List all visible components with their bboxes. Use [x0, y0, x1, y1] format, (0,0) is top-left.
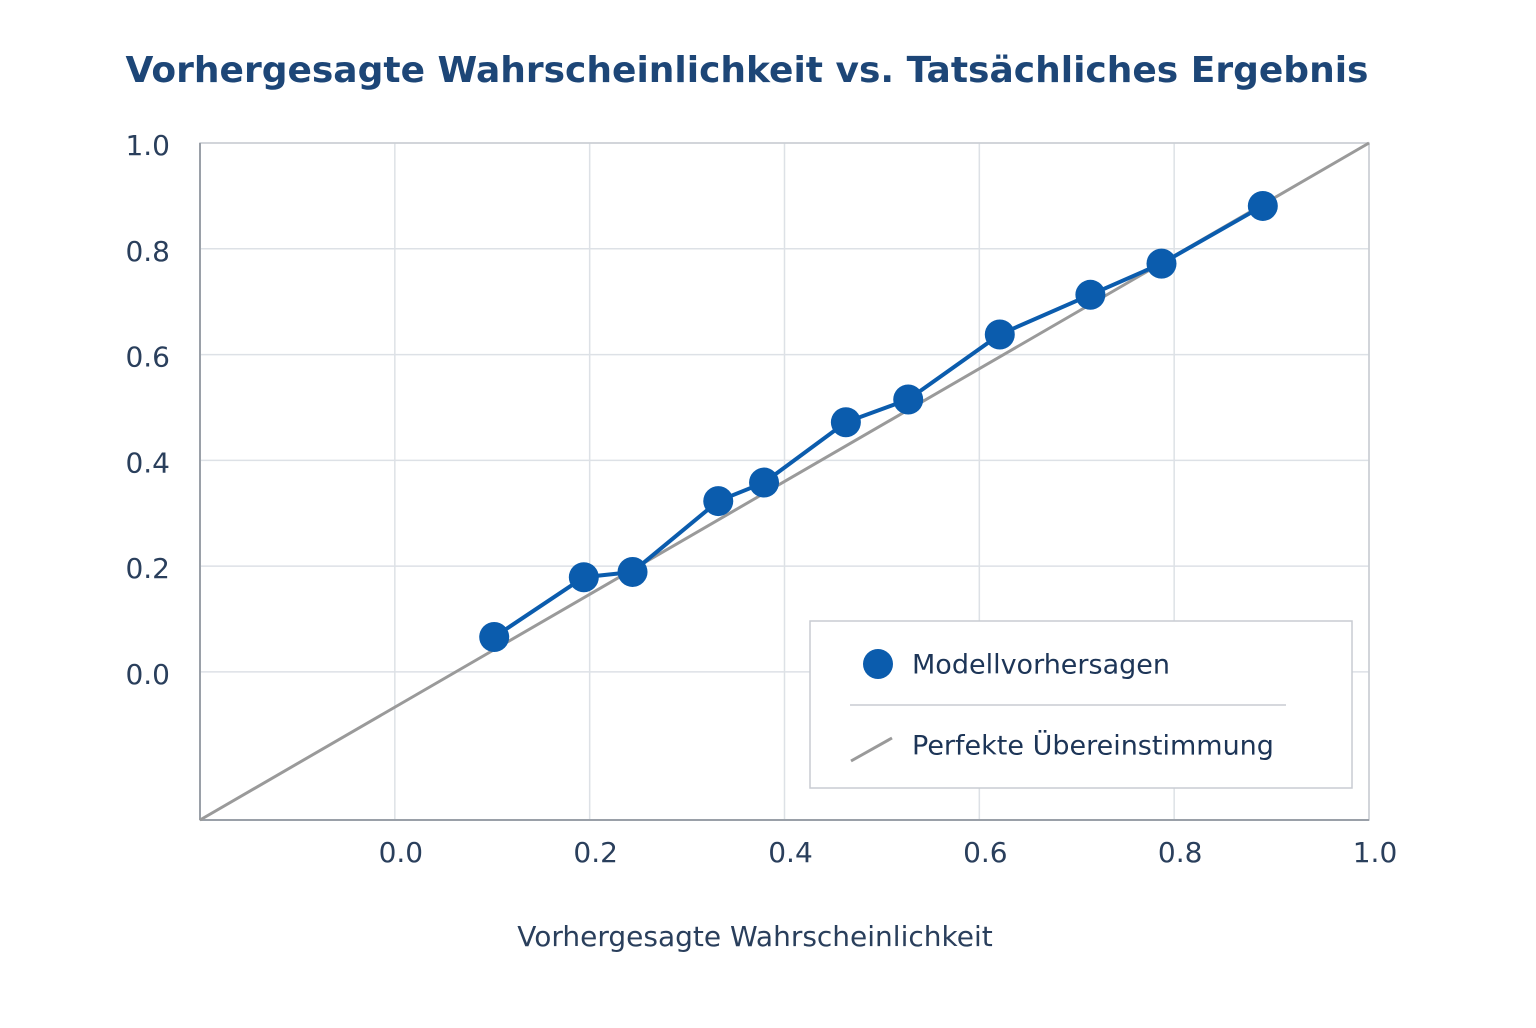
series-line — [493, 204, 1264, 639]
x-tick-label: 0.2 — [573, 836, 618, 869]
legend-label: Perfekte Übereinstimmung — [912, 730, 1274, 762]
x-tick-label: 1.0 — [1353, 836, 1398, 869]
point — [1075, 279, 1106, 310]
legend-line — [850, 736, 893, 763]
y-tick-label: 0.2 — [125, 552, 170, 585]
legend-marker — [863, 649, 893, 679]
x-tick-label: 0.0 — [379, 836, 424, 869]
point — [749, 467, 780, 498]
point — [893, 384, 924, 415]
point — [830, 407, 861, 438]
point — [568, 562, 599, 593]
chart-title: Vorhergesagte Wahrscheinlichkeit vs. Tat… — [126, 50, 1369, 91]
x-axis-label: Vorhergesagte Wahrscheinlichkeit — [517, 920, 992, 953]
y-tick-label: 0.4 — [125, 446, 170, 479]
legend-label: Modellvorhersagen — [912, 650, 1170, 681]
x-tick-label: 0.6 — [963, 836, 1008, 869]
point — [617, 556, 648, 587]
y-tick-label: 0.0 — [125, 658, 170, 691]
legend: Modellvorhersagen Perfekte Übereinstimmun… — [809, 620, 1353, 789]
x-tick-label: 0.4 — [768, 836, 813, 869]
y-tick-label: 0.8 — [125, 235, 170, 268]
point — [479, 621, 510, 652]
point — [703, 486, 734, 517]
point — [1146, 248, 1177, 279]
point — [1247, 190, 1278, 221]
point — [984, 319, 1015, 350]
x-tick-label: 0.8 — [1158, 836, 1203, 869]
y-tick-label: 0.6 — [125, 341, 170, 374]
y-tick-label: 1.0 — [125, 129, 170, 162]
